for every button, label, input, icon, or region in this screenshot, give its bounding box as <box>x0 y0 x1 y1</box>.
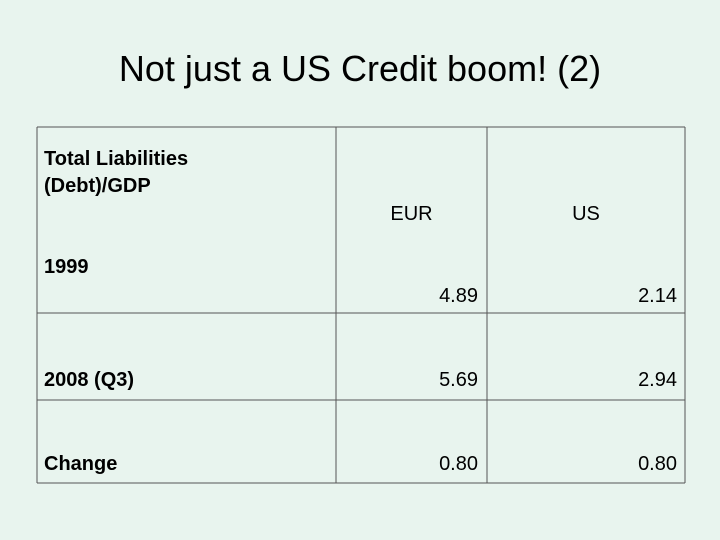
row-label: Change <box>44 453 118 475</box>
row-label: 1999 <box>44 256 89 278</box>
header-label: Total Liabilities (Debt)/GDP <box>44 148 189 197</box>
header-us: US <box>572 203 600 225</box>
cell-eur: 5.69 <box>439 369 478 391</box>
cell-us: 0.80 <box>638 453 677 475</box>
cell-us: 2.14 <box>638 285 677 307</box>
row-label: 2008 (Q3) <box>44 369 135 391</box>
cell-eur: 4.89 <box>439 285 478 307</box>
cell-us: 2.94 <box>638 369 677 391</box>
slide-title: Not just a US Credit boom! (2) <box>118 48 602 89</box>
header-eur: EUR <box>390 203 433 225</box>
cell-eur: 0.80 <box>439 453 478 475</box>
